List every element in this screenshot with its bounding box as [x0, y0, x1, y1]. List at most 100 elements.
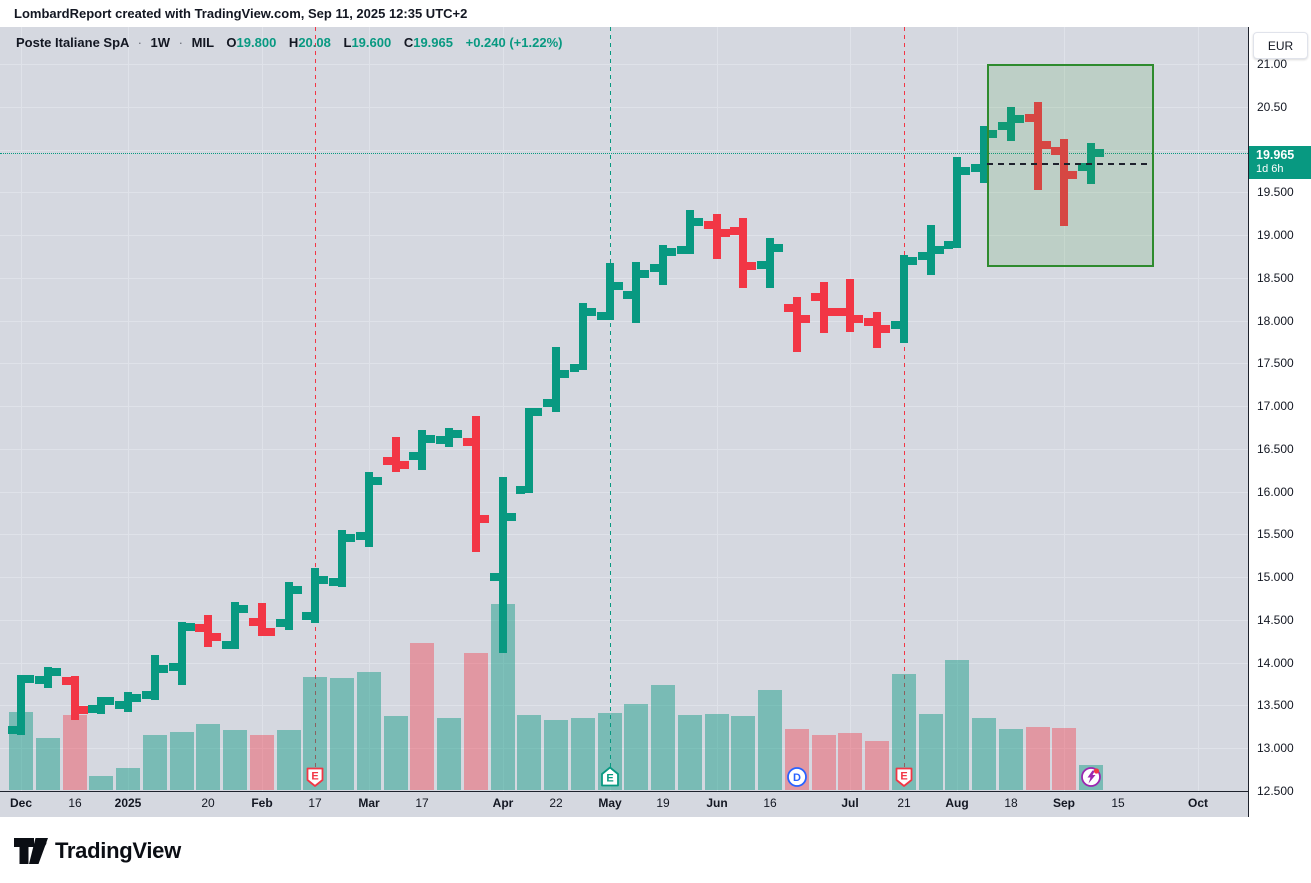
dashed-level-line[interactable] [987, 163, 1150, 165]
event-vline [315, 27, 316, 773]
close-tick [1095, 148, 1104, 157]
x-tick-label: Sep [1052, 796, 1076, 810]
currency-unit-button[interactable]: EUR [1253, 32, 1308, 59]
volume-bar [517, 715, 541, 790]
gridline-h [0, 320, 1248, 322]
volume-bar [196, 724, 220, 790]
gridline-h [0, 534, 1248, 536]
close-tick [399, 461, 409, 469]
time-axis[interactable]: Dec 16 2025 20 Feb 17 Mar 17 Apr 22 May 19 Jun 16 Jul 2… [0, 791, 1248, 817]
volume-bar [865, 741, 889, 790]
close-tick [479, 514, 489, 523]
event-vline [904, 27, 905, 773]
price-axis[interactable]: EUR 21.00 20.50 19.500 19.000 18.500 18.000 17… [1249, 27, 1311, 817]
x-tick-label: 20 [201, 796, 215, 810]
ohlc-bar [766, 238, 774, 288]
ohlc-bar [792, 296, 801, 353]
open-tick [61, 677, 71, 686]
x-tick-label: 19 [656, 796, 670, 810]
close-tick [105, 697, 115, 705]
x-tick-label: Feb [251, 796, 273, 810]
gridline-h [0, 705, 1248, 707]
open-tick [302, 611, 312, 620]
volume-bar [277, 730, 301, 790]
tradingview-logo[interactable]: TradingView [14, 838, 181, 864]
tradingview-logo-icon [14, 838, 48, 864]
open-tick [516, 485, 526, 494]
y-tick-label: 13.500 [1257, 698, 1294, 712]
axis-divider [1248, 27, 1249, 817]
x-tick-label: Jul [841, 796, 859, 810]
close-tick [693, 218, 703, 227]
ohlc-bar [659, 245, 667, 285]
x-tick-label: Aug [945, 796, 969, 810]
ohlc-bar [231, 601, 239, 649]
volume-bar [624, 704, 648, 790]
dividend-icon[interactable]: D [786, 766, 808, 788]
gridline-v [503, 27, 504, 791]
volume-bar [812, 735, 836, 790]
gridline-v [850, 27, 851, 791]
price-pane[interactable]: E E D E Poste Italiane SpA · 1W · MIL O19.8… [0, 27, 1248, 791]
close-tick [934, 245, 944, 254]
open-label: O [226, 35, 237, 50]
x-tick-label: 18 [1004, 796, 1018, 810]
y-tick-label: 18.500 [1257, 271, 1294, 285]
volume-bar [464, 653, 488, 790]
open-tick [783, 303, 793, 312]
x-tick-label: 17 [415, 796, 429, 810]
volume-bar [116, 768, 140, 790]
volume-bar [571, 718, 595, 790]
y-tick-label: 19.500 [1257, 185, 1294, 199]
event-vline [610, 27, 611, 773]
close-tick [881, 325, 890, 334]
ohlc-bar [953, 157, 962, 248]
volume-bar [63, 715, 87, 790]
close-tick [506, 513, 516, 522]
close-tick [854, 314, 864, 323]
highlight-box-drawing[interactable] [987, 64, 1154, 267]
open-tick [596, 312, 606, 321]
open-tick [623, 290, 633, 299]
open-tick [489, 573, 499, 581]
open-tick [1024, 113, 1034, 122]
ohlc-bar [391, 436, 400, 472]
symbol-status-bar[interactable]: Poste Italiane SpA · 1W · MIL O19.800 H2… [16, 35, 562, 50]
axis-divider [0, 791, 1248, 792]
ohlc-bar [124, 692, 132, 713]
current-price-label: 19.965 1d 6h [1249, 146, 1311, 179]
separator: · [178, 35, 183, 50]
volume-bar [919, 714, 943, 790]
open-tick [757, 260, 766, 269]
gridline-h [0, 448, 1248, 450]
open-tick [168, 662, 178, 671]
close-tick [747, 261, 757, 270]
gridline-v [21, 27, 22, 791]
earnings-icon[interactable]: E [304, 766, 326, 788]
close-tick [372, 477, 382, 486]
x-tick-label: 2025 [114, 796, 142, 810]
x-tick-label: Mar [358, 796, 380, 810]
earnings-icon[interactable]: E [893, 766, 915, 788]
open-tick [141, 691, 151, 699]
open-tick [1051, 147, 1061, 156]
open-tick [569, 363, 579, 372]
open-value: 19.800 [236, 35, 277, 50]
close-label: C [403, 35, 414, 50]
volume-bar [143, 735, 167, 790]
gridline-v [717, 27, 718, 791]
y-tick-label: 15.500 [1257, 527, 1294, 541]
x-tick-label: 16 [763, 796, 777, 810]
alert-icon[interactable] [1080, 766, 1102, 788]
open-tick [329, 578, 338, 587]
y-tick-label: 12.500 [1257, 784, 1294, 798]
gridline-h [0, 619, 1248, 621]
ohlc-bar [70, 676, 79, 720]
open-tick [275, 619, 285, 628]
volume-bar [651, 685, 675, 790]
close-tick [1014, 114, 1024, 123]
bar-countdown: 1d 6h [1256, 163, 1284, 175]
volume-bar [945, 660, 969, 790]
earnings-icon[interactable]: E [599, 766, 621, 788]
gridline-v [957, 27, 958, 791]
